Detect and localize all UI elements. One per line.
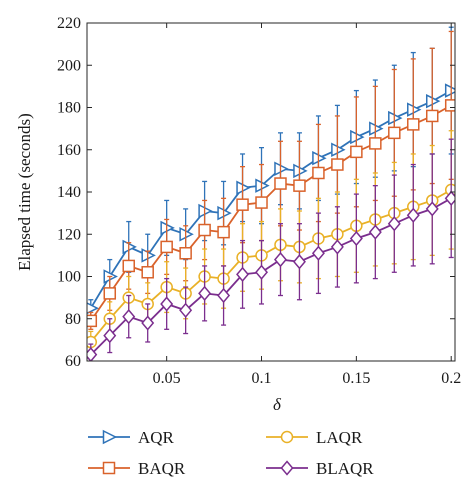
y-axis-label: Elapsed time (seconds) [15,113,34,271]
plot-layer [87,26,455,361]
baqr-point [369,137,382,150]
blaqr-point [103,327,117,344]
blaqr-point [292,254,306,270]
blaqr-point [160,296,174,312]
y-tick-label: 120 [57,226,81,243]
legend-marker-blaqr [280,460,294,476]
series-blaqr [87,138,455,361]
y-tick-label: 220 [57,15,81,32]
baqr-point [350,145,363,159]
legend-item-laqr: LAQR [266,428,363,447]
legend-marker-laqr [280,430,294,444]
legend-marker-baqr [102,461,116,475]
baqr-point [444,99,455,112]
baqr-point [103,287,117,300]
baqr-point [122,259,135,273]
y-tick-label: 60 [65,353,81,370]
legend-item-blaqr: BLAQR [266,459,374,478]
baqr-point [236,198,249,211]
x-axis-label: δ [273,395,282,414]
baqr-point [87,314,98,328]
blaqr-point [274,251,287,268]
x-tick-label: 0.2 [441,370,461,387]
legend-label-blaqr: BLAQR [316,459,374,478]
legend-label-laqr: LAQR [316,428,363,447]
baqr-point [293,179,306,192]
legend-item-aqr: AQR [88,428,175,447]
axes-layer: 60 80 100 120 140 160 180 200 220 0.05 0.1 0.15 0.2 [57,15,461,387]
baqr-point [425,109,439,123]
legend-marker-aqr [102,429,118,445]
y-tick-label: 100 [57,269,81,286]
blaqr-point [217,287,231,304]
blaqr-point [236,266,250,283]
blaqr-point [330,239,344,255]
baqr-point [255,196,268,209]
blaqr-point [122,308,136,325]
blaqr-point [368,224,382,240]
baqr-point [331,158,344,171]
blaqr-point [141,315,155,331]
y-tick-label: 140 [57,184,81,201]
y-tick-label: 200 [57,57,81,74]
y-tick-label: 80 [65,311,81,328]
legend: AQR LAQR BAQR BLAQR [88,428,374,478]
baqr-point [274,177,287,190]
baqr-point [160,240,173,254]
baqr-point [179,247,192,260]
blaqr-point [255,264,268,280]
baqr-point [198,223,211,237]
legend-label-aqr: AQR [138,428,175,447]
blaqr-point [349,230,363,247]
legend-label-baqr: BAQR [138,459,186,478]
blaqr-point [311,245,325,261]
baqr-point [388,126,401,140]
series-aqr [87,26,455,318]
x-tick-label: 0.1 [252,370,272,387]
legend-item-baqr: BAQR [88,459,186,478]
x-tick-label: 0.15 [342,370,370,387]
baqr-point [217,225,230,239]
blaqr-point [387,216,401,232]
y-tick-label: 180 [57,100,81,117]
blaqr-point [179,302,193,318]
baqr-point [141,266,154,279]
blaqr-point [425,201,439,217]
blaqr-point [406,207,420,223]
baqr-point [312,166,325,180]
series-laqr [87,130,455,354]
baqr-point [407,118,420,131]
x-tick-label: 0.05 [153,370,181,387]
y-tick-label: 160 [57,142,81,159]
aqr-point [87,302,99,315]
blaqr-point [198,285,212,302]
series-baqr [87,30,455,330]
